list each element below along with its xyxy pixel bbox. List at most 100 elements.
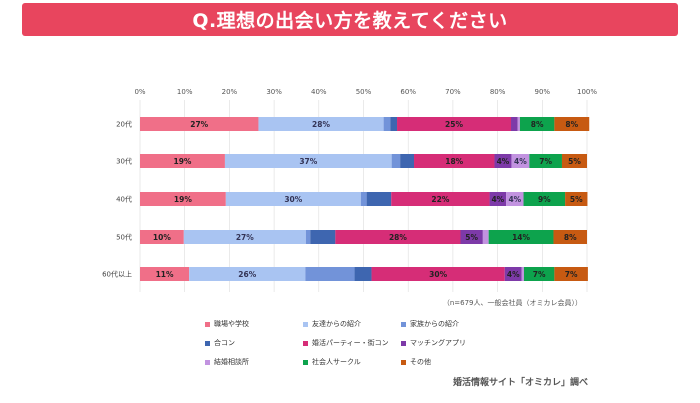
x-tick-label: 0% [134, 88, 145, 96]
data-label: 8% [564, 233, 577, 242]
legend-swatch [205, 321, 210, 327]
bar-segment [140, 117, 259, 131]
bar-segment [140, 154, 225, 168]
data-label: 7% [565, 270, 578, 279]
data-label: 30% [429, 270, 447, 279]
x-tick-label: 60% [400, 88, 416, 96]
bar-segment [140, 230, 184, 244]
bar-segment [460, 230, 483, 244]
data-label: 5% [570, 195, 583, 204]
x-tick-label: 70% [445, 88, 461, 96]
category-label: 60代以上 [102, 270, 132, 279]
data-label: 4% [507, 270, 520, 279]
x-tick-label: 30% [266, 88, 282, 96]
legend-label: 家族からの紹介 [410, 320, 459, 328]
legend-swatch [303, 321, 308, 327]
bar-segment [554, 117, 590, 131]
bar-segment [310, 230, 336, 244]
bar-segment [553, 230, 587, 244]
bar-segment [383, 117, 391, 131]
bar-segment [482, 230, 489, 244]
bar-segment [511, 154, 530, 168]
data-label: 14% [512, 233, 530, 242]
legend-swatch [401, 340, 406, 346]
sample-note: （n=679人、一般会社員（オミカレ会員）） [442, 299, 582, 307]
data-label: 30% [284, 195, 302, 204]
x-tick-label: 40% [311, 88, 327, 96]
title-banner: Q.理想の出会い方を教えてください [22, 3, 678, 36]
bar-segment [561, 154, 587, 168]
legend-label: 職場や学校 [214, 320, 249, 328]
category-label: 20代 [116, 120, 132, 129]
data-label: 28% [312, 120, 330, 129]
legend-swatch [303, 340, 308, 346]
legend-label: マッチングアプリ [410, 339, 466, 347]
data-label: 25% [445, 120, 463, 129]
data-label: 4% [514, 157, 527, 166]
data-label: 7% [539, 157, 552, 166]
bar-segment [554, 267, 588, 281]
data-label: 5% [465, 233, 478, 242]
legend-label: 結婚相談所 [214, 358, 249, 366]
legend-item: その他 [401, 354, 495, 370]
bar-segment [224, 154, 392, 168]
bar-segment [258, 117, 384, 131]
bar-segment [391, 154, 401, 168]
bar-segment [371, 267, 505, 281]
x-tick-label: 20% [222, 88, 238, 96]
legend-item: マッチングアプリ [401, 335, 495, 351]
bar-segment [521, 267, 524, 281]
legend-item: 職場や学校 [205, 316, 303, 332]
data-label: 19% [173, 157, 191, 166]
bar-segment [183, 230, 306, 244]
bar-segment [400, 154, 415, 168]
data-label: 9% [538, 195, 551, 204]
category-label: 30代 [116, 157, 132, 166]
legend-swatch [401, 359, 406, 365]
x-tick-label: 90% [535, 88, 551, 96]
legend-label: 社会人サークル [312, 358, 361, 366]
legend-swatch [303, 359, 308, 365]
data-label: 11% [156, 270, 174, 279]
legend-item: 婚活パーティー・街コン [303, 335, 401, 351]
bar-segment [504, 267, 522, 281]
category-label: 50代 [116, 233, 132, 242]
bar-segment [519, 117, 555, 131]
bar-segment [506, 192, 524, 206]
data-label: 4% [508, 195, 521, 204]
bar-segment [414, 154, 495, 168]
data-label: 10% [153, 233, 171, 242]
chart-title: Q.理想の出会い方を教えてください [192, 10, 508, 32]
category-label: 40代 [116, 195, 132, 204]
data-label: 27% [236, 233, 254, 242]
data-label: 8% [565, 120, 578, 129]
x-tick-label: 80% [490, 88, 506, 96]
bar-segment [335, 230, 461, 244]
bar-segment [511, 117, 518, 131]
data-label: 8% [531, 120, 544, 129]
data-label: 4% [497, 157, 510, 166]
bar-segment [189, 267, 306, 281]
bar-segment [488, 230, 554, 244]
bar-segment [529, 154, 562, 168]
data-label: 19% [174, 195, 192, 204]
bar-segment [354, 267, 372, 281]
legend-item: 合コン [205, 335, 303, 351]
bar-segment [140, 192, 226, 206]
data-label: 4% [491, 195, 504, 204]
bar-segment [489, 192, 507, 206]
legend-label: 合コン [214, 339, 235, 347]
x-tick-label: 50% [356, 88, 372, 96]
bar-segment [390, 117, 398, 131]
x-tick-label: 100% [577, 88, 597, 96]
legend-swatch [401, 321, 406, 327]
bar-segment [565, 192, 588, 206]
bar-segment [523, 267, 555, 281]
bar-segment [391, 192, 490, 206]
legend-swatch [205, 359, 210, 365]
source-credit: 婚活情報サイト「オミカレ」調べ [452, 378, 588, 388]
bar-segment [305, 230, 311, 244]
bar-segment [360, 192, 367, 206]
bar-segment [523, 192, 566, 206]
